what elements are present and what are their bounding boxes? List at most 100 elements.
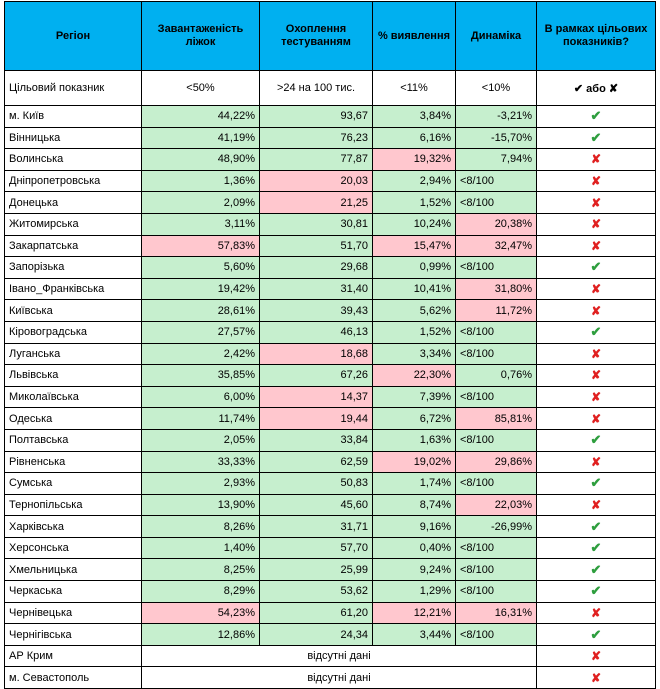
region-cell: Тернопільська <box>4 493 142 517</box>
table-row: Волинська 48,90% 77,87 19,32% 7,94% ✘ <box>4 148 656 171</box>
region-cell: Вінницька <box>4 126 142 150</box>
region-cell: Кіровоградська <box>4 320 142 344</box>
dynamics-cell: -26,99% <box>455 515 537 538</box>
dynamics-cell: <8/100 <box>455 536 537 560</box>
dynamics-cell: 0,76% <box>455 364 537 387</box>
dynamics-cell: -15,70% <box>455 126 537 150</box>
region-cell: м. Київ <box>4 105 142 128</box>
detection-rate-cell: 1,63% <box>372 428 456 452</box>
region-cell: Чернівецька <box>4 601 142 625</box>
region-cell: Івано_Франківська <box>4 277 142 301</box>
bed-occupancy-cell: 2,05% <box>141 428 260 452</box>
testing-coverage-cell: 62,59 <box>259 450 373 474</box>
table-row: Київська 28,61% 39,43 5,62% 11,72% ✘ <box>4 299 656 322</box>
table-row: Харківська 8,26% 31,71 9,16% -26,99% ✔ <box>4 515 656 538</box>
detection-rate-cell: 15,47% <box>372 234 456 258</box>
region-cell: Херсонська <box>4 536 142 560</box>
detection-rate-cell: 19,02% <box>372 450 456 474</box>
region-cell: Київська <box>4 299 142 322</box>
detection-rate-cell: 2,94% <box>372 169 456 193</box>
dynamics-cell: 20,38% <box>455 212 537 236</box>
table-row: Черкаська 8,29% 53,62 1,29% <8/100 ✔ <box>4 580 656 603</box>
testing-coverage-cell: 57,70 <box>259 536 373 560</box>
cross-icon: ✘ <box>536 644 656 668</box>
detection-rate-cell: 5,62% <box>372 299 456 322</box>
dynamics-cell: <8/100 <box>455 169 537 193</box>
bed-occupancy-cell: 57,83% <box>141 234 260 258</box>
bed-occupancy-cell: 8,26% <box>141 515 260 538</box>
dynamics-cell: 7,94% <box>455 148 537 171</box>
bed-occupancy-cell: 2,09% <box>141 191 260 214</box>
detection-rate-cell: 7,39% <box>372 385 456 409</box>
region-cell: Волинська <box>4 148 142 171</box>
cross-icon: ✘ <box>536 601 656 625</box>
dynamics-cell: <8/100 <box>455 320 537 344</box>
testing-coverage-cell: 33,84 <box>259 428 373 452</box>
dynamics-cell: <8/100 <box>455 191 537 214</box>
testing-coverage-cell: 45,60 <box>259 493 373 517</box>
testing-coverage-cell: 53,62 <box>259 580 373 603</box>
region-cell: Житомирська <box>4 212 142 236</box>
region-cell: Луганська <box>4 342 142 366</box>
region-cell: Черкаська <box>4 580 142 603</box>
table-row: Сумська 2,93% 50,83 1,74% <8/100 ✔ <box>4 472 656 495</box>
detection-rate-cell: 12,21% <box>372 601 456 625</box>
dynamics-cell: <8/100 <box>455 385 537 409</box>
dynamics-cell: 16,31% <box>455 601 537 625</box>
detection-rate-cell: 1,74% <box>372 472 456 495</box>
detection-rate-cell: 10,24% <box>372 212 456 236</box>
bed-occupancy-cell: 12,86% <box>141 623 260 646</box>
cross-icon: ✘ <box>536 148 656 171</box>
region-cell: Чернігівська <box>4 623 142 646</box>
bed-occupancy-cell: 27,57% <box>141 320 260 344</box>
table-row: Рівненська 33,33% 62,59 19,02% 29,86% ✘ <box>4 450 656 474</box>
testing-coverage-cell: 46,13 <box>259 320 373 344</box>
detection-rate-cell: 9,24% <box>372 558 456 582</box>
testing-coverage-cell: 76,23 <box>259 126 373 150</box>
testing-coverage-cell: 39,43 <box>259 299 373 322</box>
dynamics-cell: 22,03% <box>455 493 537 517</box>
bed-occupancy-cell: 3,11% <box>141 212 260 236</box>
bed-occupancy-cell: 11,74% <box>141 407 260 430</box>
detection-rate-cell: 8,74% <box>372 493 456 517</box>
check-icon: ✔ <box>536 256 656 279</box>
table-row: Донецька 2,09% 21,25 1,52% <8/100 ✘ <box>4 191 656 214</box>
region-cell: Сумська <box>4 472 142 495</box>
check-icon: ✔ <box>536 558 656 582</box>
testing-coverage-cell: 20,03 <box>259 169 373 193</box>
region-cell: Запорізька <box>4 256 142 279</box>
dynamics-cell: <8/100 <box>455 580 537 603</box>
region-cell: Полтавська <box>4 428 142 452</box>
testing-coverage-cell: 24,34 <box>259 623 373 646</box>
target-beds: <50% <box>141 70 260 106</box>
cross-icon: ✘ <box>536 450 656 474</box>
bed-occupancy-cell: 33,33% <box>141 450 260 474</box>
testing-coverage-cell: 29,68 <box>259 256 373 279</box>
target-detection: <11% <box>372 70 456 106</box>
bed-occupancy-cell: 41,19% <box>141 126 260 150</box>
cross-icon: ✘ <box>536 277 656 301</box>
header-detection-rate: % виявлення <box>372 1 456 71</box>
region-cell: Хмельницька <box>4 558 142 582</box>
bed-occupancy-cell: 2,42% <box>141 342 260 366</box>
region-cell: Закарпатська <box>4 234 142 258</box>
bed-occupancy-cell: 1,40% <box>141 536 260 560</box>
dynamics-cell: <8/100 <box>455 342 537 366</box>
dynamics-cell: <8/100 <box>455 472 537 495</box>
detection-rate-cell: 0,40% <box>372 536 456 560</box>
region-cell: Харківська <box>4 515 142 538</box>
testing-coverage-cell: 51,70 <box>259 234 373 258</box>
header-row: Регіон Завантаженість ліжок Охоплення те… <box>4 1 656 71</box>
target-mark-legend: ✔ або ✘ <box>536 70 656 106</box>
table-row: Івано_Франківська 19,42% 31,40 10,41% 31,80%… <box>4 277 656 301</box>
region-cell: Миколаївська <box>4 385 142 409</box>
dynamics-cell: 11,72% <box>455 299 537 322</box>
target-label: Цільовий показник <box>4 70 142 106</box>
table-row: Хмельницька 8,25% 25,99 9,24% <8/100 ✔ <box>4 558 656 582</box>
table-row: Чернівецька 54,23% 61,20 12,21% 16,31% ✘ <box>4 601 656 625</box>
check-icon: ✔ <box>536 320 656 344</box>
table-row: Одеська 11,74% 19,44 6,72% 85,81% ✘ <box>4 407 656 430</box>
table-row: Закарпатська 57,83% 51,70 15,47% 32,47% ✘ <box>4 234 656 258</box>
testing-coverage-cell: 50,83 <box>259 472 373 495</box>
table-row: Тернопільська 13,90% 45,60 8,74% 22,03% ✘ <box>4 493 656 517</box>
